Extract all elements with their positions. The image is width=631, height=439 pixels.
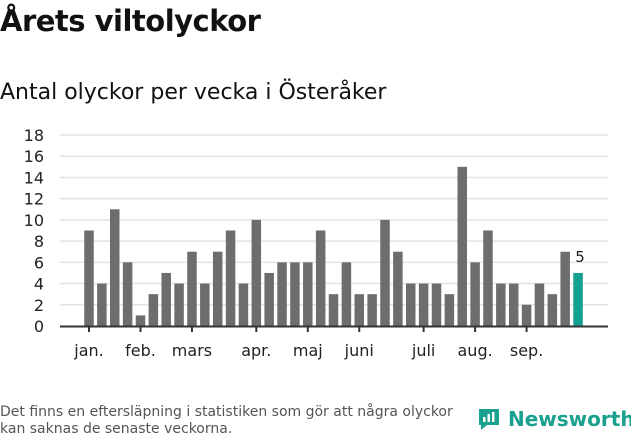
bar <box>457 166 467 326</box>
bar <box>225 230 236 326</box>
bar <box>406 283 416 326</box>
bar <box>238 283 249 326</box>
bar-current-week <box>573 272 583 326</box>
bar-chart: 0 2 4 6 8 10 12 14 16 18 5 jan. feb. mars apr. maj juni j… <box>24 126 608 360</box>
y-tick-label: 10 <box>24 211 44 230</box>
logo-text: Newsworthy <box>508 407 631 431</box>
x-tick-label: juli <box>411 341 435 360</box>
y-tick-label: 6 <box>34 253 44 272</box>
x-tick-label: maj <box>293 341 323 360</box>
y-tick-label: 0 <box>34 317 44 336</box>
x-tick-label: apr. <box>241 341 271 360</box>
bar <box>444 294 455 326</box>
y-tick-label: 16 <box>24 147 44 166</box>
bar <box>483 230 493 326</box>
bar <box>418 283 429 326</box>
newsworthy-logo[interactable]: Newsworthy <box>476 406 631 432</box>
chart-title: Antal olyckor per vecka i Österåker <box>0 80 387 105</box>
x-tick-label: jan. <box>73 341 103 360</box>
bar <box>367 294 377 326</box>
bar <box>277 262 287 326</box>
bar <box>521 304 532 326</box>
x-tick-label: feb. <box>125 341 156 360</box>
y-tick-label: 12 <box>24 190 44 209</box>
bar <box>174 283 184 326</box>
bar <box>431 283 442 326</box>
bar <box>380 219 390 326</box>
data-label-last: 5 <box>575 248 585 266</box>
bar <box>135 315 146 326</box>
bar <box>496 283 506 326</box>
bar <box>290 262 300 326</box>
bar <box>251 219 262 326</box>
bar <box>341 262 352 326</box>
bar <box>148 294 159 326</box>
bar <box>109 209 120 326</box>
bar <box>212 251 223 326</box>
bar <box>161 272 171 326</box>
logo-icon <box>479 409 499 430</box>
bar <box>508 283 519 326</box>
y-tick-label: 8 <box>34 232 44 251</box>
bar <box>122 262 133 326</box>
bar <box>470 262 480 326</box>
bar <box>264 272 274 326</box>
bar <box>200 283 210 326</box>
page-title: Årets viltolyckor <box>0 4 261 38</box>
y-tick-label: 18 <box>24 126 44 145</box>
bar <box>97 283 107 326</box>
bar <box>354 294 365 326</box>
y-tick-label: 14 <box>24 168 44 187</box>
x-tick-label: aug. <box>458 341 493 360</box>
y-tick-label: 2 <box>34 296 44 315</box>
bar <box>315 230 326 326</box>
bar <box>547 294 558 326</box>
y-tick-label: 4 <box>34 275 44 294</box>
bar <box>393 251 403 326</box>
bar <box>187 251 197 326</box>
x-tick-label: juni <box>344 341 374 360</box>
bar <box>84 230 94 326</box>
bar <box>560 251 570 326</box>
x-tick-label: mars <box>172 341 212 360</box>
bar <box>328 294 339 326</box>
bar <box>303 262 313 326</box>
x-tick-label: sep. <box>510 341 543 360</box>
footnote: Det finns en eftersläpning i statistiken… <box>0 404 453 437</box>
bar <box>534 283 545 326</box>
